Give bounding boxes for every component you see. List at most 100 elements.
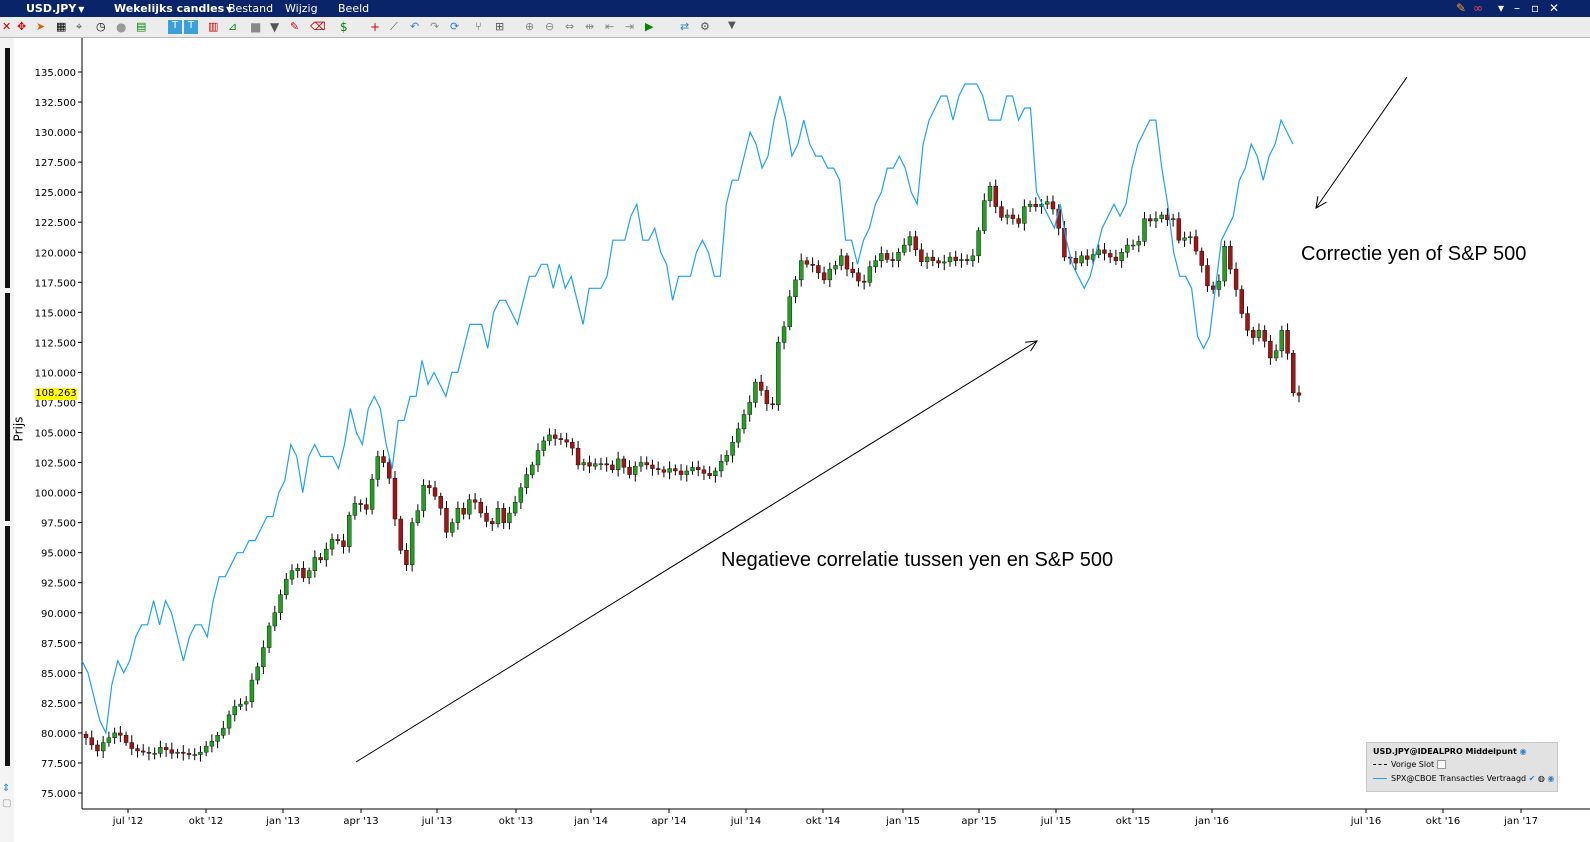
checkmark-icon[interactable]: ✔ [1528, 774, 1536, 783]
candle-body [701, 469, 707, 474]
price-chart[interactable]: 135.000 132.500 130.000 127.500 125.000 122.5… [0, 38, 1590, 842]
x-tick-label: jul '15 [1040, 816, 1072, 827]
dropdown-icon[interactable]: ▾ [1498, 1, 1505, 15]
bar-chart-icon[interactable]: ▥ [208, 20, 219, 33]
candle-body [1176, 218, 1182, 241]
candle-body [226, 714, 232, 729]
zoom-in-icon[interactable]: ⊕ [525, 20, 535, 33]
menu-bestand[interactable]: Bestand [228, 2, 274, 15]
candle-body [461, 508, 466, 515]
candle-body [232, 706, 237, 716]
candle-body [341, 540, 346, 547]
close-icon[interactable]: ✕ [2, 20, 12, 33]
candle-body [1170, 218, 1176, 221]
sync-icon[interactable]: ⇄ [680, 20, 690, 33]
step-forward-icon[interactable]: ⇥ [625, 20, 635, 33]
candle-body [146, 751, 152, 754]
fit-icon[interactable]: ⇹ [585, 20, 595, 33]
refresh-icon[interactable]: ⟳ [450, 20, 460, 33]
table-icon[interactable]: ▤ [136, 20, 147, 33]
y-tick-label: 75.000 [41, 789, 76, 800]
info-icon[interactable]: ◉ [1519, 747, 1527, 756]
pan-icon[interactable]: ⇔ [565, 20, 575, 33]
ruler-icon[interactable]: ⊞ [495, 20, 505, 33]
period-dropdown[interactable]: Wekelijks candles ▼ [114, 2, 232, 15]
candle-body [1268, 340, 1273, 359]
circle-icon[interactable]: ● [116, 20, 127, 34]
play-icon[interactable]: ▶ [645, 20, 654, 33]
candle-body [564, 439, 569, 443]
x-tick-label: jul '12 [112, 816, 144, 827]
candle-body [942, 261, 947, 264]
pointer-icon[interactable]: ➤ [36, 20, 46, 33]
chevron-down-icon: ▼ [226, 5, 233, 14]
candle-body [959, 259, 964, 261]
settings-icon[interactable]: ◍ [1537, 774, 1545, 783]
candle-body [318, 557, 323, 561]
zoom-out-icon[interactable]: ⊖ [545, 20, 555, 33]
x-tick-label: okt '12 [189, 816, 223, 827]
menu-beeld[interactable]: Beeld [338, 2, 370, 15]
text-box-icon[interactable]: T [184, 20, 198, 34]
settings-icon[interactable]: ⚙ [700, 20, 710, 33]
wrench-icon[interactable]: ✎ [1456, 1, 1467, 15]
spx-series-line [81, 83, 1294, 735]
step-back-icon[interactable]: ⇤ [605, 20, 615, 33]
y-tick-label: 120.000 [35, 248, 76, 259]
close-icon[interactable]: ✕ [1549, 1, 1560, 15]
candle-body [690, 467, 695, 472]
candle-body [306, 570, 312, 579]
link-icon[interactable]: ∞ [1473, 1, 1483, 15]
x-tick-label: okt '14 [806, 816, 840, 827]
checkbox[interactable] [1437, 760, 1447, 769]
candle-body [890, 259, 895, 261]
candle-body [598, 463, 604, 465]
undo-icon[interactable]: ↶ [410, 20, 420, 33]
dollar-icon[interactable]: $ [340, 20, 348, 34]
plus-icon[interactable]: + [370, 20, 381, 34]
candle-body [1210, 285, 1216, 290]
erase-icon[interactable]: ⌫ [310, 20, 326, 33]
arrow-up-down-icon[interactable]: ⇕ [2, 783, 11, 794]
candle-body [1233, 268, 1239, 290]
candle-body [352, 503, 358, 516]
chevron-down-icon: ▼ [78, 5, 85, 14]
candle-body [301, 568, 306, 579]
more-icon[interactable]: ▼ [728, 20, 736, 31]
restore-icon[interactable]: ▫ [1531, 1, 1540, 15]
line-chart-icon[interactable]: ⊿ [228, 20, 238, 33]
crosshair-icon[interactable]: ✥ [17, 20, 27, 33]
candle-body [924, 256, 930, 263]
candle-body [530, 464, 535, 475]
text-icon[interactable]: T [168, 20, 182, 34]
clock-icon[interactable]: ◷ [96, 20, 106, 33]
fork-icon[interactable]: ⑂ [475, 20, 482, 33]
lock-icon[interactable]: ▢ [2, 798, 12, 809]
grid-icon[interactable]: ▦ [56, 20, 67, 33]
candle-body [175, 751, 180, 754]
candle-body [913, 236, 918, 251]
candle-body [438, 495, 443, 509]
scrollbar-middle[interactable] [5, 293, 10, 521]
x-tick-label: jan '17 [1503, 816, 1538, 827]
scrollbar-top[interactable] [5, 48, 10, 288]
redo-icon[interactable]: ↷ [430, 20, 440, 33]
triangle-icon[interactable]: ▼ [270, 20, 280, 34]
candle-body [787, 296, 792, 327]
square-icon[interactable]: ■ [250, 20, 262, 34]
scrollbar-bottom[interactable] [5, 526, 10, 766]
symbol-dropdown[interactable]: USD.JPY ▼ [26, 2, 84, 15]
x-tick-label: jan '13 [265, 816, 300, 827]
pencil-icon[interactable]: ✎ [290, 20, 300, 33]
candle-body [1045, 201, 1050, 205]
candle-body [83, 733, 89, 738]
arrow-correction [1315, 76, 1408, 209]
cursor-icon[interactable]: ⌖ [76, 20, 83, 33]
minimize-icon[interactable]: – [1514, 1, 1520, 15]
candle-body [455, 508, 461, 523]
menu-wijzig[interactable]: Wijzig [285, 2, 318, 15]
candle-body [203, 745, 209, 753]
trendline-icon[interactable]: ⟋ [390, 20, 398, 33]
candle-body [358, 503, 363, 505]
info-icon[interactable]: ◉ [1547, 774, 1555, 783]
